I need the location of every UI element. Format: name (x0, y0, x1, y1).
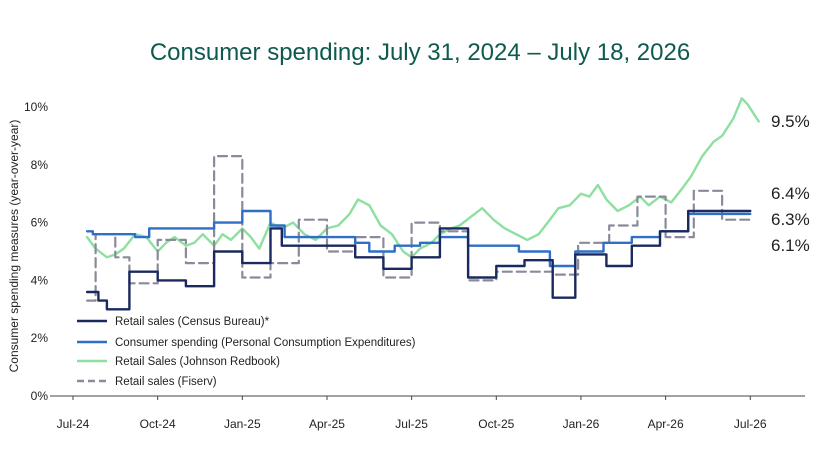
y-tick-label: 4% (31, 273, 49, 287)
end-label-pce: 6.3% (771, 210, 810, 229)
series-line-census-bureau (85, 209, 752, 311)
legend-label-johnson-redbook: Retail Sales (Johnson Redbook) (115, 356, 280, 368)
x-tick-label: Oct-24 (140, 417, 176, 431)
chart-title: Consumer spending: July 31, 2024 – July … (150, 39, 690, 66)
legend-label-pce: Consumer spending (Personal Consumption … (115, 337, 416, 349)
x-tick-label: Apr-26 (648, 417, 684, 431)
x-ticks: Jul-24 Oct-24 Jan-25 Apr-25 Jul-25 Oct-25 Jan-… (57, 396, 767, 431)
series-line-pce (85, 209, 752, 268)
end-label-fiserv: 6.1% (771, 236, 810, 255)
y-tick-label: 2% (31, 331, 49, 345)
y-tick-label: 10% (24, 100, 48, 114)
y-axis-label: Consumer spending measures (year-over-ye… (7, 120, 21, 373)
x-tick-label: Apr-25 (309, 417, 345, 431)
y-tick-label: 0% (31, 389, 49, 403)
y-ticks: 0% 2% 4% 6% 8% 10% (24, 100, 48, 403)
end-label-johnson-redbook: 9.5% (771, 112, 810, 131)
legend: Retail sales (Census Bureau)* Consumer sp… (77, 316, 416, 388)
x-tick-label: Oct-25 (478, 417, 514, 431)
x-tick-label: Jan-25 (224, 417, 261, 431)
legend-label-census-bureau: Retail sales (Census Bureau)* (115, 316, 270, 328)
y-tick-label: 6% (31, 216, 49, 230)
x-tick-label: Jul-24 (57, 417, 90, 431)
x-tick-label: Jul-26 (734, 417, 767, 431)
end-label-census-bureau: 6.4% (771, 184, 810, 203)
series-line-johnson-redbook (85, 97, 760, 259)
x-tick-label: Jan-26 (563, 417, 600, 431)
legend-label-fiserv: Retail sales (Fiserv) (115, 376, 217, 388)
x-tick-label: Jul-25 (395, 417, 428, 431)
series-lines (85, 97, 760, 311)
end-labels: 9.5% 6.4% 6.3% 6.1% (771, 112, 810, 255)
y-tick-label: 8% (31, 158, 49, 172)
